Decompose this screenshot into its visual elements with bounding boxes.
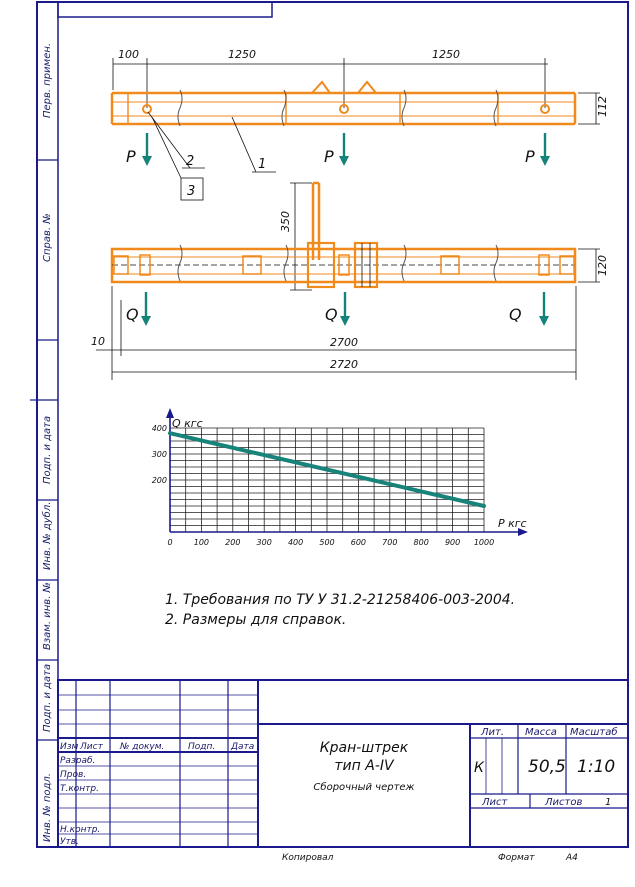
chart-x-label: P кгс (498, 517, 527, 530)
load-label-q-3: Q (509, 305, 522, 324)
listov-value: 1 (605, 797, 611, 808)
product-name-line1: Кран-штрек (320, 740, 409, 756)
bottom-view: 350 120 (91, 181, 609, 380)
massa-value: 50,5 (528, 757, 566, 777)
dim-120: 120 (596, 255, 609, 276)
leader-1: 1 (258, 157, 266, 172)
doc-type: Сборочный чертеж (313, 781, 414, 793)
load-arrows-q: Q Q Q (126, 292, 549, 326)
x-tick-label: 1000 (474, 538, 494, 547)
y-tick-label: 300 (152, 450, 167, 459)
kopiroval-label: Копировал (282, 853, 334, 863)
load-label-q-2: Q (325, 305, 338, 324)
dim-100: 100 (118, 48, 139, 61)
load-label-p-2: P (324, 147, 334, 166)
chart-series (168, 431, 486, 508)
col-izm: Изм (60, 742, 79, 752)
podp-data-label: Подп. и дата (42, 416, 53, 484)
format-value: А4 (565, 853, 578, 863)
load-label-p-3: P (525, 147, 535, 166)
leader-3: 3 (187, 184, 195, 199)
dim-112: 112 (596, 96, 609, 117)
y-axis-arrow (166, 408, 174, 418)
massa-header: Масса (525, 727, 557, 738)
x-tick-label: 600 (351, 538, 366, 547)
dim-1250-a: 1250 (228, 48, 256, 61)
series-line (168, 431, 486, 508)
dim-2720: 2720 (330, 358, 358, 371)
sprav-no-label: Справ. № (42, 213, 53, 262)
format-label: Формат (498, 853, 535, 863)
dim-1250-b: 1250 (432, 48, 460, 61)
x-axis-arrow (518, 528, 528, 536)
col-list: Лист (79, 742, 104, 752)
beam-plan (110, 241, 577, 289)
list-label: Лист (481, 797, 509, 808)
lit-header: Лит. (480, 727, 504, 738)
row-prov: Пров. (60, 770, 86, 780)
part-leaders: 2 1 3 (147, 111, 276, 201)
perv-primen-label: Перв. примен. (42, 43, 53, 118)
load-chart: 0 100 200 300 400 500 600 700 800 900 1000 200 300 40… (152, 408, 528, 547)
dim-10: 10 (91, 335, 105, 348)
top-view: 100 1250 1250 (110, 48, 609, 201)
chart-tick-labels: 0 100 200 300 400 500 600 700 800 900 1000 200 300 40… (152, 424, 494, 547)
listov-label: Листов (544, 797, 582, 808)
chart-y-label: Q кгс (172, 417, 203, 430)
vzam-inv-label: Взам. инв. № (42, 582, 53, 650)
note-2: 2. Размеры для справок. (165, 612, 346, 628)
leader-2: 2 (186, 154, 194, 169)
x-tick-label: 200 (225, 538, 240, 547)
dim-350: 350 (279, 211, 292, 232)
row-nkontr: Н.контр. (60, 825, 100, 835)
title-block: Изм Лист № докум. Подп. Дата Разраб. Про… (57, 679, 629, 863)
inv-podl-label: Инв. № подл. (42, 773, 53, 842)
left-strip-labels: Перв. примен. Справ. № Подп. и дата Инв.… (41, 43, 53, 842)
load-arrows-p: P P P (126, 133, 550, 166)
podp-data-label-2: Подп. и дата (42, 664, 53, 732)
inv-dubl-label: Инв. № дубл. (41, 502, 53, 570)
lit-value: К (474, 760, 485, 776)
x-tick-label: 100 (194, 538, 209, 547)
col-podp: Подп. (188, 742, 215, 752)
x-tick-label: 0 (167, 538, 172, 547)
drawing-frame (30, 1, 629, 848)
x-tick-label: 800 (414, 538, 429, 547)
masshtab-header: Масштаб (570, 726, 618, 738)
note-1: 1. Требования по ТУ У 31.2-21258406-003-… (165, 592, 515, 608)
x-tick-label: 700 (382, 538, 397, 547)
x-tick-label: 500 (319, 538, 334, 547)
masshtab-value: 1:10 (577, 757, 615, 777)
x-tick-label: 400 (288, 538, 303, 547)
chart-axes (166, 408, 528, 536)
load-label-q-1: Q (126, 305, 139, 324)
row-utv: Утв. (60, 837, 79, 847)
col-doc: № докум. (119, 742, 164, 752)
beam-top (110, 80, 577, 127)
technical-notes: 1. Требования по ТУ У 31.2-21258406-003-… (165, 592, 515, 628)
dim-2700: 2700 (330, 336, 358, 349)
row-razrab: Разраб. (60, 756, 95, 766)
x-tick-label: 900 (445, 538, 460, 547)
y-tick-label: 400 (152, 424, 167, 433)
load-label-p-1: P (126, 147, 136, 166)
col-data: Дата (230, 742, 254, 752)
product-name-line2: тип А-IV (334, 758, 395, 774)
row-tkontr: Т.контр. (60, 784, 99, 794)
x-tick-label: 300 (257, 538, 272, 547)
y-tick-label: 200 (152, 476, 167, 485)
